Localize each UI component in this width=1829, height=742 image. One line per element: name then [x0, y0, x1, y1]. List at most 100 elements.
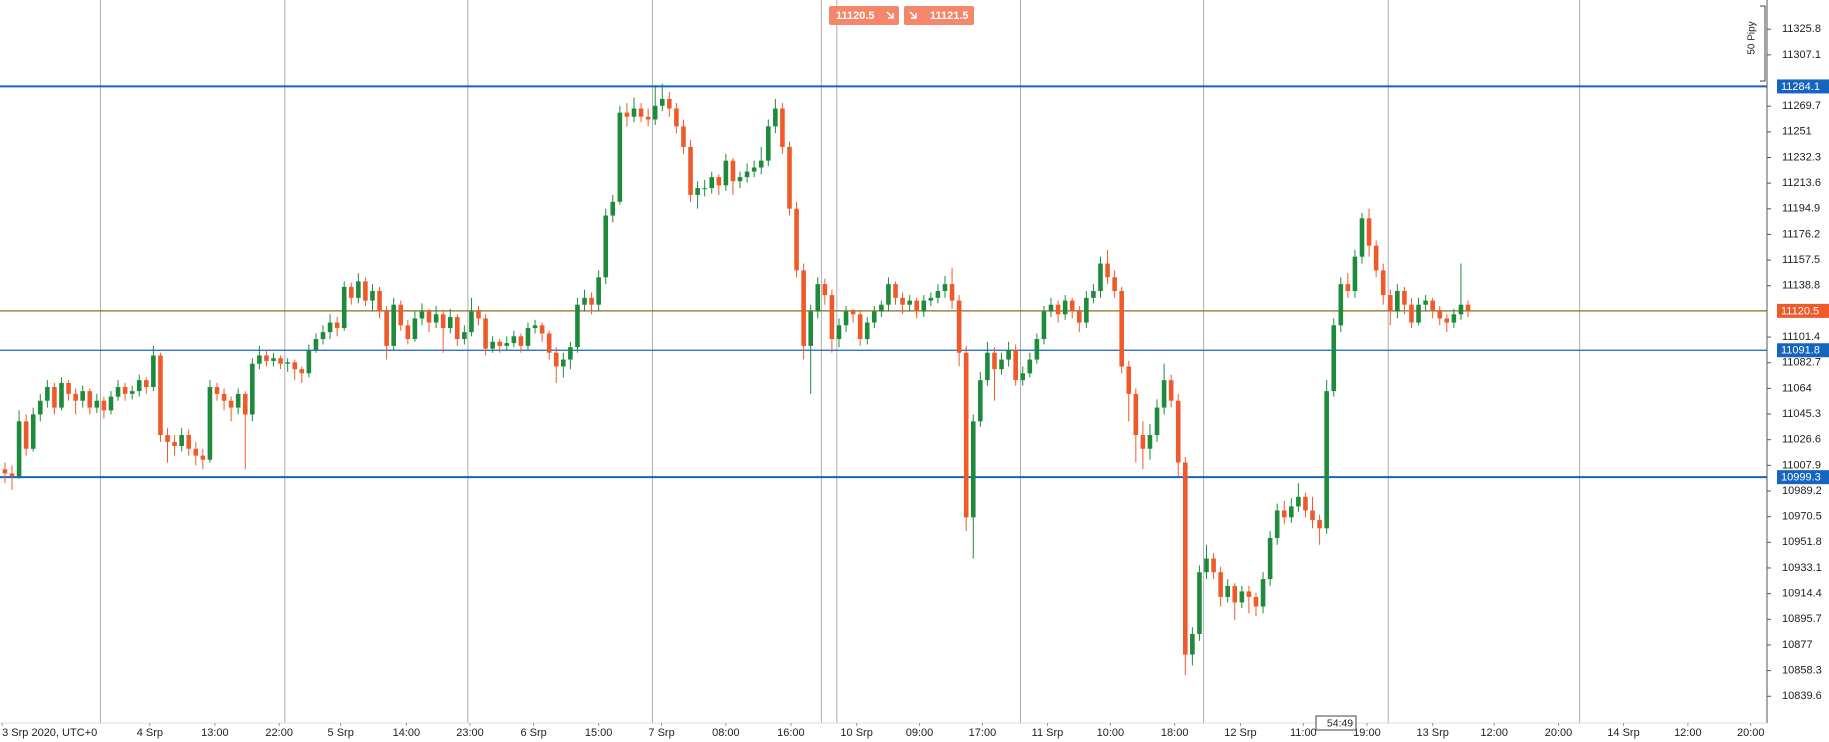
candle-body	[16, 421, 22, 477]
level-label: 11284.1	[1781, 81, 1820, 93]
candle-body	[1402, 290, 1407, 305]
x-tick-label: 22:00	[265, 727, 293, 739]
y-tick-label: 11026.6	[1782, 434, 1821, 446]
candle-body	[299, 369, 305, 374]
candle-body	[341, 286, 347, 329]
candle-body	[1324, 391, 1329, 529]
candle-body	[850, 311, 856, 315]
candle-body	[900, 297, 905, 305]
candle-body	[1133, 393, 1139, 436]
y-tick-label: 10877	[1782, 639, 1813, 651]
candle-body	[765, 126, 771, 161]
candle-body	[66, 382, 71, 394]
candle-body	[603, 215, 609, 278]
candle-body	[144, 380, 149, 388]
candle-body	[1084, 297, 1089, 323]
x-tick-label: 19:00	[1353, 727, 1381, 739]
y-tick-label: 10895.7	[1782, 613, 1822, 625]
candle-body	[1197, 572, 1202, 634]
x-tick-label: 14:00	[393, 727, 421, 739]
candle-body	[370, 290, 375, 301]
candle-body	[1175, 400, 1181, 463]
sell-price[interactable]: 11120.5	[836, 10, 875, 22]
candle-body	[1430, 300, 1435, 312]
candle-body	[433, 314, 439, 323]
buy-price[interactable]: 11121.5	[930, 10, 969, 22]
x-tick-label: 09:00	[906, 727, 934, 739]
y-tick-label: 11307.1	[1782, 49, 1821, 61]
y-tick-label: 10858.3	[1782, 664, 1822, 676]
x-tick-label: 17:00	[969, 727, 997, 739]
candle-body	[822, 284, 828, 296]
candle-body	[1211, 558, 1216, 573]
y-tick-label: 11325.8	[1782, 23, 1821, 35]
candle-body	[363, 281, 368, 301]
y-tick-label: 11064	[1782, 382, 1812, 394]
sell-button-bg[interactable]	[829, 6, 899, 25]
y-tick-label: 11232.3	[1782, 151, 1821, 163]
sell-button[interactable]: 11120.5	[829, 6, 899, 25]
candle-body	[122, 387, 128, 394]
candle-body	[744, 171, 750, 178]
candle-body	[815, 284, 821, 312]
candle-body	[476, 311, 481, 319]
candle-body	[483, 318, 488, 349]
y-tick-label: 11176.2	[1782, 228, 1820, 240]
buy-button[interactable]: 11121.5	[904, 6, 974, 25]
y-tick-label: 10914.4	[1782, 588, 1822, 600]
candle-body	[250, 363, 255, 415]
candle-body	[391, 304, 396, 346]
time-axis: 3 Srp 2020, UTC+0 4 Srp 13:00 22:00 5 Srp 14:…	[1, 723, 1765, 739]
x-tick-label: 12:00	[1674, 727, 1702, 739]
candle-body	[136, 380, 142, 392]
candle-body	[582, 297, 587, 305]
x-tick-label: 23:00	[456, 727, 484, 739]
candle-body	[235, 393, 241, 408]
candle-body	[1034, 339, 1040, 360]
sell-arrow-icon[interactable]	[886, 11, 894, 19]
candle-body	[1260, 579, 1266, 607]
candle-body	[426, 311, 432, 323]
candle-body	[992, 352, 997, 370]
candle-body	[1218, 572, 1223, 597]
y-tick-label: 10933.1	[1782, 562, 1822, 574]
candle-body	[1387, 295, 1393, 312]
candle-body	[1239, 591, 1245, 603]
x-tick-label: 18:00	[1161, 727, 1189, 739]
candle-body	[652, 105, 658, 120]
candle-body	[1147, 435, 1153, 449]
level-label: 11120.5	[1781, 305, 1819, 317]
candle-body	[412, 318, 418, 340]
x-tick-label: 20:00	[1545, 727, 1573, 739]
candle-body	[129, 391, 135, 394]
candle-body	[518, 336, 524, 346]
candle-body	[1006, 349, 1011, 360]
candles	[2, 83, 1471, 676]
buy-button-bg[interactable]	[904, 6, 974, 25]
candle-body	[1225, 585, 1231, 597]
level-label-bg	[1777, 79, 1829, 94]
candle-body	[575, 304, 580, 348]
candle-body	[1465, 304, 1471, 311]
candle-body	[306, 349, 312, 374]
candle-body	[398, 304, 404, 326]
candle-body	[1352, 256, 1358, 291]
candle-body	[688, 146, 693, 195]
candle-body	[405, 325, 411, 340]
candle-body	[1105, 263, 1110, 278]
candle-body	[1112, 277, 1117, 291]
candle-body	[1444, 318, 1450, 323]
candle-body	[1289, 506, 1294, 518]
candle-body	[907, 300, 912, 305]
candle-body	[384, 311, 389, 346]
x-tick-label: 12 Srp	[1224, 727, 1256, 739]
candle-body	[320, 332, 326, 340]
candle-body	[836, 325, 842, 340]
candle-body	[723, 160, 729, 186]
candle-body	[1013, 349, 1018, 381]
buy-arrow-icon[interactable]	[909, 11, 917, 19]
candle-body	[1409, 304, 1414, 323]
candle-body	[1373, 245, 1379, 271]
candle-body	[511, 336, 517, 344]
candle-body	[186, 435, 192, 449]
